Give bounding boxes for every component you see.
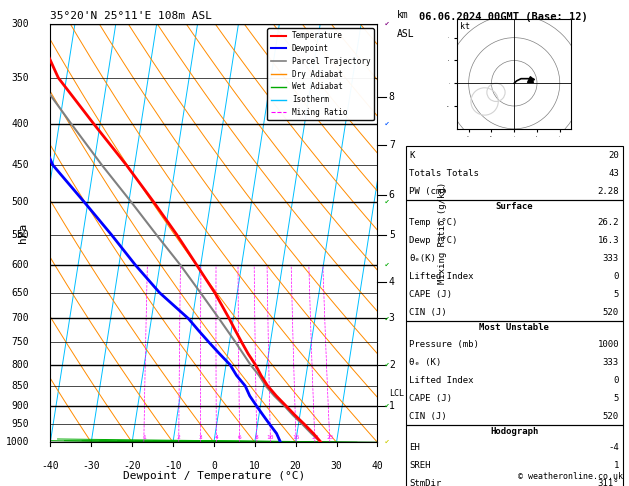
Text: 25: 25 — [326, 435, 333, 440]
Text: 3: 3 — [389, 313, 395, 324]
Text: 7: 7 — [389, 140, 395, 150]
Text: 650: 650 — [11, 288, 29, 298]
Text: 850: 850 — [11, 381, 29, 391]
Text: 6: 6 — [238, 435, 242, 440]
Text: 311°: 311° — [598, 479, 619, 486]
Text: 1000: 1000 — [598, 340, 619, 348]
Text: 6: 6 — [389, 190, 395, 200]
Text: K: K — [409, 151, 415, 159]
Text: PW (cm): PW (cm) — [409, 187, 447, 195]
Text: θₑ(K): θₑ(K) — [409, 254, 437, 263]
Text: km: km — [397, 10, 409, 20]
Text: 520: 520 — [603, 308, 619, 317]
Text: 40: 40 — [372, 461, 383, 471]
Text: CIN (J): CIN (J) — [409, 308, 447, 317]
Text: 5: 5 — [613, 394, 619, 402]
Text: ✔: ✔ — [385, 403, 389, 409]
Text: 700: 700 — [11, 313, 29, 324]
Text: StmDir: StmDir — [409, 479, 442, 486]
Text: ✔: ✔ — [385, 121, 389, 127]
Text: Surface: Surface — [496, 202, 533, 211]
Text: ✔: ✔ — [385, 315, 389, 321]
Text: 520: 520 — [603, 412, 619, 420]
Text: 06.06.2024 00GMT (Base: 12): 06.06.2024 00GMT (Base: 12) — [419, 12, 587, 22]
Text: SREH: SREH — [409, 461, 431, 470]
Text: 333: 333 — [603, 254, 619, 263]
Text: 300: 300 — [11, 19, 29, 29]
Text: 333: 333 — [603, 358, 619, 366]
Text: -40: -40 — [42, 461, 59, 471]
Text: Mixing Ratio (g/kg): Mixing Ratio (g/kg) — [438, 182, 447, 284]
Text: Hodograph: Hodograph — [490, 427, 538, 436]
Text: 3: 3 — [199, 435, 203, 440]
Text: 20: 20 — [311, 435, 319, 440]
Text: 30: 30 — [331, 461, 342, 471]
Text: Pressure (mb): Pressure (mb) — [409, 340, 479, 348]
Text: 450: 450 — [11, 160, 29, 170]
Text: 15: 15 — [292, 435, 300, 440]
Text: Most Unstable: Most Unstable — [479, 323, 549, 332]
Text: 1: 1 — [613, 461, 619, 470]
Text: Totals Totals: Totals Totals — [409, 169, 479, 177]
Text: -10: -10 — [164, 461, 182, 471]
Text: 8: 8 — [255, 435, 259, 440]
Text: 0: 0 — [613, 376, 619, 384]
Text: 1000: 1000 — [6, 437, 29, 447]
Text: 1: 1 — [142, 435, 146, 440]
Text: 750: 750 — [11, 337, 29, 347]
Text: kt: kt — [460, 22, 469, 31]
Text: 16.3: 16.3 — [598, 236, 619, 245]
Text: θₑ (K): θₑ (K) — [409, 358, 442, 366]
Text: 2.28: 2.28 — [598, 187, 619, 195]
Text: ✔: ✔ — [385, 362, 389, 368]
Text: 600: 600 — [11, 260, 29, 270]
Text: 1: 1 — [389, 400, 395, 411]
Text: 0: 0 — [613, 272, 619, 281]
Text: 8: 8 — [389, 92, 395, 102]
Text: LCL: LCL — [389, 389, 404, 399]
Text: -4: -4 — [608, 443, 619, 452]
Text: ✔: ✔ — [385, 199, 389, 205]
Text: -30: -30 — [82, 461, 100, 471]
Text: 500: 500 — [11, 197, 29, 207]
Text: 0: 0 — [211, 461, 217, 471]
Text: 20: 20 — [608, 151, 619, 159]
Text: 2: 2 — [177, 435, 181, 440]
Text: 950: 950 — [11, 419, 29, 430]
Text: 900: 900 — [11, 400, 29, 411]
Text: EH: EH — [409, 443, 420, 452]
Text: Lifted Index: Lifted Index — [409, 272, 474, 281]
Text: ASL: ASL — [397, 29, 415, 39]
Text: 350: 350 — [11, 73, 29, 83]
Text: 5: 5 — [613, 290, 619, 299]
Text: © weatheronline.co.uk: © weatheronline.co.uk — [518, 472, 623, 481]
Text: CAPE (J): CAPE (J) — [409, 394, 452, 402]
Text: 550: 550 — [11, 230, 29, 240]
Text: ✔: ✔ — [385, 262, 389, 268]
Text: 35°20'N 25°11'E 108m ASL: 35°20'N 25°11'E 108m ASL — [50, 11, 213, 21]
Text: 10: 10 — [249, 461, 260, 471]
Text: Temp (°C): Temp (°C) — [409, 218, 458, 227]
Text: 4: 4 — [389, 277, 395, 287]
Text: Dewp (°C): Dewp (°C) — [409, 236, 458, 245]
Legend: Temperature, Dewpoint, Parcel Trajectory, Dry Adiabat, Wet Adiabat, Isotherm, Mi: Temperature, Dewpoint, Parcel Trajectory… — [267, 28, 374, 120]
X-axis label: Dewpoint / Temperature (°C): Dewpoint / Temperature (°C) — [123, 471, 305, 482]
Text: 4: 4 — [214, 435, 218, 440]
Text: 800: 800 — [11, 360, 29, 370]
Text: ✔: ✔ — [385, 439, 389, 445]
Text: hPa: hPa — [18, 223, 28, 243]
Text: 5: 5 — [389, 230, 395, 240]
Text: 26.2: 26.2 — [598, 218, 619, 227]
Text: ✔: ✔ — [385, 21, 389, 27]
Text: Lifted Index: Lifted Index — [409, 376, 474, 384]
Text: 10: 10 — [267, 435, 274, 440]
Text: 2: 2 — [389, 360, 395, 370]
Text: -20: -20 — [123, 461, 141, 471]
Text: 400: 400 — [11, 119, 29, 129]
Text: 20: 20 — [290, 461, 301, 471]
Text: CIN (J): CIN (J) — [409, 412, 447, 420]
Text: 43: 43 — [608, 169, 619, 177]
Text: CAPE (J): CAPE (J) — [409, 290, 452, 299]
